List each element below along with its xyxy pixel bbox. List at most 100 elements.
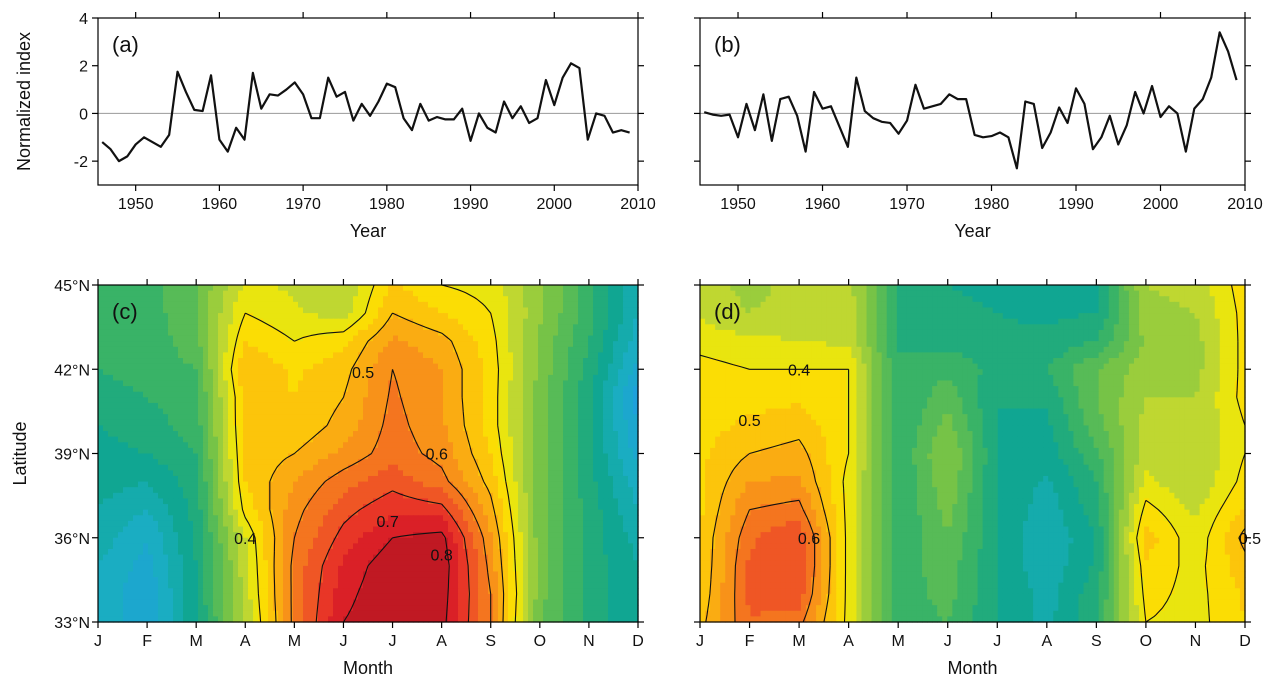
panel-c-cell: [338, 358, 344, 365]
panel-c-cell: [433, 509, 439, 516]
panel-c-cell: [378, 414, 384, 421]
panel-c-cell: [473, 397, 479, 404]
panel-c-cell: [463, 419, 469, 427]
panel-c-cell: [263, 324, 269, 331]
panel-c-cell: [133, 346, 139, 353]
panel-c-cell: [418, 481, 424, 488]
panel-c-cell: [163, 397, 169, 404]
panel-c-cell: [133, 324, 139, 331]
panel-c-cell: [173, 386, 179, 393]
panel-c-cell: [558, 408, 564, 415]
panel-c-cell: [103, 481, 109, 488]
panel-c-cell: [308, 408, 314, 415]
panel-c-cell: [333, 324, 339, 331]
panel-c-cell: [388, 492, 394, 500]
panel-c-cell: [323, 324, 329, 331]
panel-c-cell: [198, 453, 204, 460]
panel-c-cell: [213, 290, 219, 297]
panel-c-cell: [603, 352, 609, 359]
panel-c-cell: [233, 380, 239, 387]
panel-c-cell: [623, 346, 629, 353]
panel-c-cell: [438, 532, 444, 539]
panel-c-cell: [603, 504, 609, 511]
panel-c-cell: [473, 352, 479, 359]
panel-c-cell: [348, 313, 354, 320]
panel-c-cell: [558, 436, 564, 443]
panel-c-cell: [458, 369, 464, 376]
panel-c-cell: [138, 481, 144, 488]
panel-c-cell: [243, 358, 249, 365]
panel-c-cell: [118, 470, 124, 477]
panel-c-cell: [393, 509, 399, 516]
panel-c-cell: [488, 313, 494, 320]
panel-c-cell: [253, 341, 259, 348]
panel-c-cell: [238, 520, 244, 528]
panel-c-cell: [538, 520, 544, 528]
panel-c-cell: [293, 363, 299, 370]
panel-c-cell: [423, 341, 429, 348]
panel-c-cell: [578, 520, 584, 528]
panel-c-cell: [633, 492, 639, 500]
panel-c-cell: [303, 419, 309, 427]
panel-c-cell: [173, 431, 179, 438]
panel-c-cell: [248, 329, 254, 337]
panel-c-cell: [598, 487, 604, 494]
panel-c-cell: [173, 537, 179, 544]
panel-c-cell: [98, 537, 104, 544]
panel-c-cell: [348, 515, 354, 522]
panel-c-cell: [208, 487, 214, 494]
panel-c-cell: [438, 346, 444, 353]
panel-c-cell: [128, 324, 134, 331]
panel-c-cell: [138, 285, 144, 292]
panel-c-cell: [153, 442, 159, 449]
panel-c-cell: [468, 397, 474, 404]
panel-c-cell: [288, 425, 294, 432]
panel-c-cell: [263, 402, 269, 410]
panel-c-cell: [188, 296, 194, 303]
panel-c-cell: [273, 346, 279, 353]
panel-c-cell: [348, 475, 354, 483]
panel-c-cell: [373, 470, 379, 477]
panel-c-cell: [293, 329, 299, 337]
panel-c-cell: [333, 481, 339, 488]
panel-c-cell: [528, 425, 534, 432]
panel-c-cell: [378, 487, 384, 494]
panel-c-cell: [328, 464, 334, 471]
panel-c-cell: [518, 431, 524, 438]
panel-c-cell: [193, 408, 199, 415]
panel-c-cell: [208, 296, 214, 303]
panel-c-cell: [258, 358, 264, 365]
panel-c-cell: [463, 363, 469, 370]
panel-c-cell: [548, 459, 554, 466]
panel-c-cell: [163, 391, 169, 398]
panel-c-cell: [273, 520, 279, 528]
panel-c-cell: [333, 425, 339, 432]
panel-c-cell: [253, 464, 259, 471]
panel-c-cell: [248, 285, 254, 292]
panel-c-cell: [203, 504, 209, 511]
panel-c-cell: [538, 475, 544, 483]
panel-c-cell: [478, 318, 484, 325]
panel-c-cell: [173, 509, 179, 516]
panel-c-cell: [163, 341, 169, 348]
panel-c-cell: [158, 532, 164, 539]
panel-c-cell: [408, 408, 414, 415]
panel-c-cell: [488, 526, 494, 533]
panel-c-cell: [113, 408, 119, 415]
panel-c-cell: [233, 515, 239, 522]
panel-c-cell: [128, 436, 134, 443]
panel-c-cell: [108, 419, 114, 427]
panel-c-cell: [348, 520, 354, 528]
panel-c-cell: [498, 402, 504, 410]
panel-c-cell: [308, 515, 314, 522]
panel-c-cell: [268, 442, 274, 449]
panel-c-cell: [433, 475, 439, 483]
panel-c-cell: [328, 475, 334, 483]
panel-c-cell: [388, 335, 394, 342]
panel-c-cell: [513, 391, 519, 398]
panel-c-cell: [218, 419, 224, 427]
panel-c-cell: [378, 341, 384, 348]
panel-c-cell: [418, 475, 424, 483]
panel-c-cell: [498, 397, 504, 404]
panel-c-cell: [423, 431, 429, 438]
